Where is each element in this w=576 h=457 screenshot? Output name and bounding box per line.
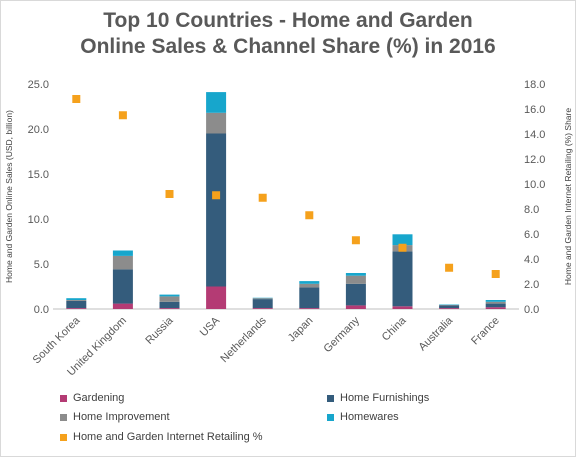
share-marker	[165, 190, 174, 198]
bar-segment	[392, 306, 413, 309]
y2-tick-label: 8.0	[524, 204, 539, 216]
bar-segment	[252, 299, 273, 309]
bar-segment	[159, 294, 180, 297]
bar-segment	[112, 250, 133, 256]
bar-segment	[206, 133, 227, 287]
bar-segment	[206, 112, 227, 134]
y2-tick-label: 0.0	[524, 304, 539, 316]
bar-segment	[439, 305, 460, 309]
y2-tick-label: 16.0	[524, 104, 545, 116]
bar-segment	[159, 301, 180, 309]
share-marker	[351, 236, 360, 245]
bar-segment	[345, 273, 366, 276]
x-tick-label: Australia	[416, 314, 455, 353]
x-tick-label: USA	[198, 314, 223, 339]
bar-segment	[112, 303, 133, 309]
y-tick-label: 5.0	[34, 259, 49, 271]
bar-segment	[299, 281, 320, 284]
bar-segment	[439, 308, 460, 309]
bar-segment	[112, 269, 133, 304]
legend-swatch	[60, 395, 67, 402]
x-tick-label: China	[380, 314, 409, 343]
bar-segment	[299, 287, 320, 309]
bar-segment	[345, 275, 366, 284]
bar-segment	[206, 286, 227, 309]
chart-title-line-2: Online Sales & Channel Share (%) in 2016	[80, 35, 496, 58]
y2-tick-label: 2.0	[524, 279, 539, 291]
y2-tick-label: 10.0	[524, 179, 545, 191]
x-tick-label: Netherlands	[218, 314, 269, 365]
legend-label: Home Improvement	[73, 411, 170, 423]
y2-tick-label: 14.0	[524, 129, 545, 141]
bar-segment	[66, 300, 87, 309]
bar-segment	[485, 307, 506, 309]
legend-swatch	[60, 434, 67, 441]
bar-segment	[66, 308, 87, 309]
share-marker	[72, 95, 81, 103]
share-marker	[305, 211, 314, 220]
bar-segment	[252, 308, 273, 309]
legend-swatch	[60, 414, 67, 421]
y-axis-title: Home and Garden Online Sales (USD, billi…	[4, 110, 14, 283]
bar-segment	[159, 296, 180, 302]
x-tick-label: Japan	[286, 315, 316, 345]
y2-tick-label: 18.0	[524, 79, 545, 91]
y-tick-label: 10.0	[28, 214, 49, 226]
y2-tick-label: 4.0	[524, 254, 539, 266]
share-marker	[118, 111, 127, 120]
bar-segment	[299, 308, 320, 309]
bar-segment	[159, 308, 180, 309]
y2-axis-title: Home and Garden Internet Retailing (%) S…	[563, 108, 573, 285]
bar-segment	[485, 301, 506, 304]
bar-segment	[485, 300, 506, 302]
y-tick-label: 15.0	[28, 169, 49, 181]
x-tick-label: Germany	[322, 314, 363, 355]
x-tick-label: South Korea	[31, 314, 83, 366]
y2-tick-label: 12.0	[524, 154, 545, 166]
legend-label: Gardening	[73, 392, 125, 404]
share-marker	[258, 193, 267, 202]
legend-swatch	[327, 414, 334, 421]
bar-segment	[485, 303, 506, 308]
bar-segment	[66, 298, 87, 300]
share-marker	[445, 263, 454, 272]
y-tick-label: 25.0	[28, 79, 49, 91]
y-tick-label: 0.0	[34, 304, 49, 316]
legend-label: Homewares	[340, 411, 399, 423]
bar-segment	[345, 283, 366, 306]
chart-title-line-1: Top 10 Countries - Home and Garden	[103, 9, 473, 32]
legend-label: Home and Garden Internet Retailing %	[73, 431, 263, 443]
bar-segment	[345, 305, 366, 309]
x-tick-label: France	[469, 315, 502, 348]
legend-swatch	[327, 395, 334, 402]
share-marker	[491, 270, 500, 278]
share-marker	[212, 191, 221, 200]
bar-segment	[392, 251, 413, 307]
bar-segment	[112, 255, 133, 270]
y-tick-label: 20.0	[28, 124, 49, 136]
bar-segment	[299, 283, 320, 288]
x-tick-label: Russia	[143, 314, 176, 347]
bar-segment	[252, 298, 273, 300]
bar-segment	[392, 234, 413, 246]
bar-segment	[66, 300, 87, 301]
legend-label: Home Furnishings	[340, 392, 430, 404]
share-marker	[398, 243, 407, 252]
bar-segment	[206, 92, 227, 113]
y2-tick-label: 6.0	[524, 229, 539, 241]
